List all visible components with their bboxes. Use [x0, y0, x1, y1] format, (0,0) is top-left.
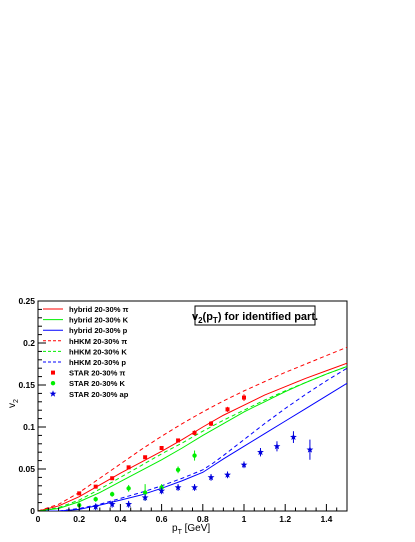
x-tick-label: 0 [36, 514, 41, 524]
x-tick-label: 0.8 [197, 514, 209, 524]
data-point [209, 421, 214, 426]
data-point [159, 446, 164, 450]
y-tick-label: 0.25 [18, 296, 35, 306]
data-point [290, 433, 297, 440]
data-point [306, 446, 314, 453]
series-layer [38, 346, 347, 511]
data-point [109, 492, 115, 497]
y-tick-label: 0.05 [18, 464, 35, 474]
data-point [93, 484, 98, 489]
series-8 [92, 431, 314, 511]
x-axis-label: pT [GeV] [172, 523, 210, 536]
series-line [38, 382, 347, 511]
data-point [77, 491, 82, 496]
data-point [192, 430, 197, 435]
legend-entry: hybrid 20-30% π [43, 305, 129, 314]
legend-entry: STAR 20-30% K [50, 379, 126, 388]
data-point [176, 438, 181, 443]
data-point [207, 473, 215, 481]
data-point [158, 487, 166, 494]
data-point [143, 455, 148, 460]
series-line [38, 346, 347, 511]
data-point [93, 497, 98, 502]
legend-entry: hHKM 20-30% π [43, 337, 127, 346]
legend-label: hHKM 20-30% K [69, 347, 127, 356]
y-tick-label: 0.1 [23, 422, 35, 432]
plot-frame [37, 300, 348, 512]
series-6 [77, 394, 246, 496]
legend-marker [50, 381, 56, 386]
x-tick-label: 0.4 [114, 514, 126, 524]
legend-label: STAR 20-30% K [69, 379, 126, 388]
series-line [38, 366, 347, 511]
chart-title-box: v2(pT) for identified part. [192, 305, 318, 326]
data-point [126, 465, 131, 470]
data-point [240, 461, 248, 468]
data-point [242, 395, 246, 400]
legend-label: STAR 20-30% ap [69, 390, 129, 399]
y-tick-label: 0 [30, 506, 35, 516]
legend-entry: hybrid 20-30% p [43, 326, 128, 335]
y-tick-label: 0.2 [23, 338, 35, 348]
data-point [125, 500, 133, 508]
series-line [38, 367, 347, 511]
data-point [126, 486, 131, 491]
legend-entry: STAR 20-30% π [51, 369, 126, 378]
series-7 [77, 450, 197, 508]
data-point [273, 442, 281, 450]
legend-entry: hybrid 20-30% K [43, 316, 129, 325]
legend-label: STAR 20-30% π [69, 369, 126, 378]
data-point [141, 493, 149, 501]
data-point [257, 448, 264, 456]
data-point [192, 453, 197, 458]
chart-title: v2(pT) for identified part. [192, 311, 318, 325]
legend-marker [49, 390, 57, 397]
data-point [224, 471, 231, 478]
data-point [110, 476, 115, 481]
series-0 [38, 362, 347, 511]
legend-entry: STAR 20-30% ap [49, 390, 129, 399]
series-3 [38, 346, 347, 511]
x-tick-label: 0.2 [73, 514, 85, 524]
legend-label: hHKM 20-30% π [69, 337, 127, 346]
data-point [225, 407, 230, 412]
legend-label: hHKM 20-30% p [69, 358, 126, 367]
legend-label: hybrid 20-30% p [69, 326, 128, 335]
legend-label: hybrid 20-30% π [69, 305, 129, 314]
y-axis-label: v2 [7, 399, 20, 408]
legend-entry: hHKM 20-30% p [43, 358, 126, 367]
data-point [191, 483, 198, 491]
x-tick-label: 1.4 [320, 514, 332, 524]
y-tick-label: 0.15 [18, 380, 35, 390]
x-tick-label: 0.6 [156, 514, 168, 524]
data-point [92, 503, 100, 510]
series-2 [38, 382, 347, 511]
series-line [38, 362, 347, 511]
legend-marker [51, 370, 55, 375]
legend-entry: hHKM 20-30% K [43, 347, 127, 356]
x-tick-label: 1 [242, 514, 247, 524]
legend-label: hybrid 20-30% K [69, 316, 129, 325]
series-4 [38, 366, 347, 511]
data-point [142, 490, 148, 495]
data-point [174, 483, 182, 491]
axes-layer: 0 0.2 0.4 0.6 0.8 1 1.2 1.4 0 0.05 0.1 0.15 0.2 0.25 [18, 296, 348, 524]
data-point [108, 500, 116, 508]
series-5 [38, 367, 347, 511]
data-point [175, 467, 181, 473]
x-tick-label: 1.2 [279, 514, 291, 524]
